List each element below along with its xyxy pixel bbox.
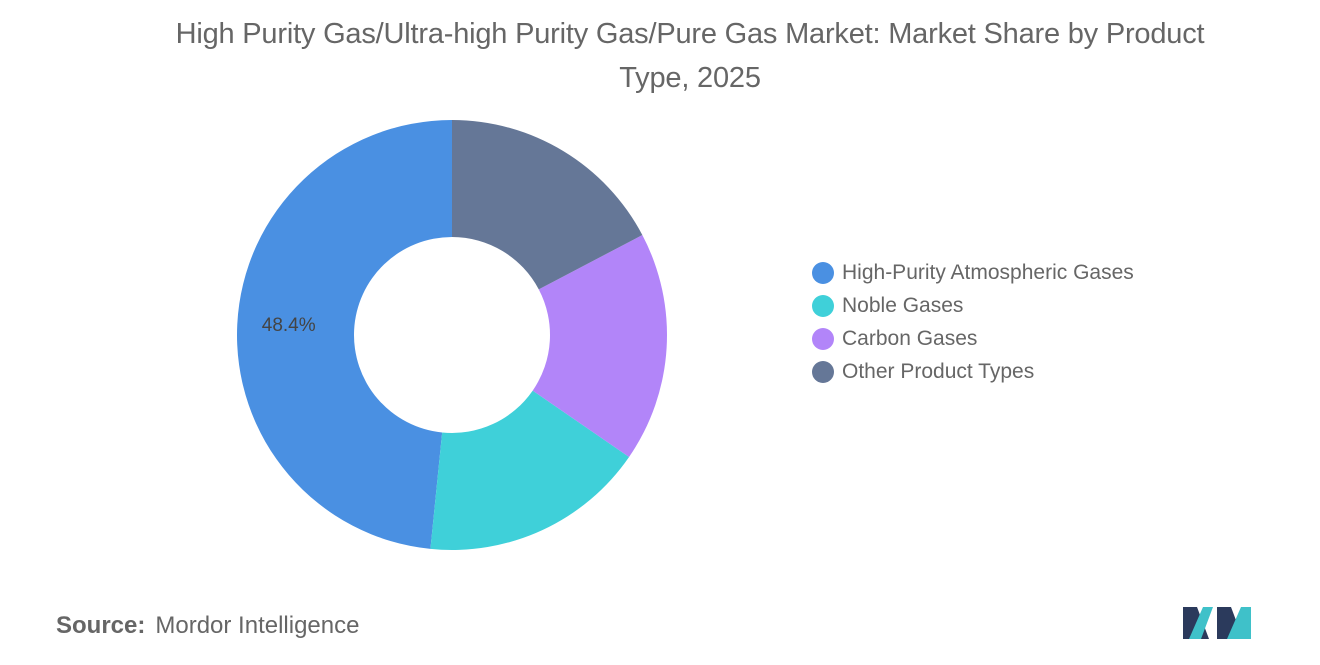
- mordor-intelligence-logo-icon: [1183, 607, 1251, 639]
- legend-label: Carbon Gases: [842, 326, 978, 350]
- donut-slice-high-purity-atmospheric-gases: [237, 120, 452, 549]
- legend-swatch: [812, 294, 834, 317]
- logo-shape-mid: [1189, 607, 1213, 639]
- legend-swatch: [812, 360, 834, 383]
- chart-title: High Purity Gas/Ultra-high Purity Gas/Pu…: [175, 18, 1205, 94]
- legend-item: Noble Gases: [812, 289, 1134, 322]
- legend-label: Noble Gases: [842, 293, 964, 317]
- legend-item: High-Purity Atmospheric Gases: [812, 256, 1134, 289]
- source-label: Source:: [56, 612, 146, 639]
- data-label-0: 48.4%: [262, 315, 316, 336]
- source-note: Source: Mordor Intelligence: [56, 612, 359, 640]
- legend-item: Carbon Gases: [812, 322, 1134, 355]
- donut-slice-noble-gases: [430, 390, 630, 550]
- donut-slice-other-product-types: [452, 120, 643, 290]
- chart-legend: High-Purity Atmospheric Gases Noble Gases…: [812, 256, 1134, 388]
- legend-item: Other Product Types: [812, 355, 1134, 388]
- donut-slices: [237, 120, 667, 550]
- legend-swatch: [812, 261, 834, 284]
- legend-label: High-Purity Atmospheric Gases: [842, 260, 1134, 284]
- donut-slice-carbon-gases: [532, 234, 667, 457]
- legend-swatch: [812, 327, 834, 350]
- logo-shape-end: [1227, 607, 1251, 639]
- legend-label: Other Product Types: [842, 359, 1035, 383]
- donut-data-labels: 48.4%: [262, 315, 316, 336]
- source-text: Mordor Intelligence: [155, 612, 360, 639]
